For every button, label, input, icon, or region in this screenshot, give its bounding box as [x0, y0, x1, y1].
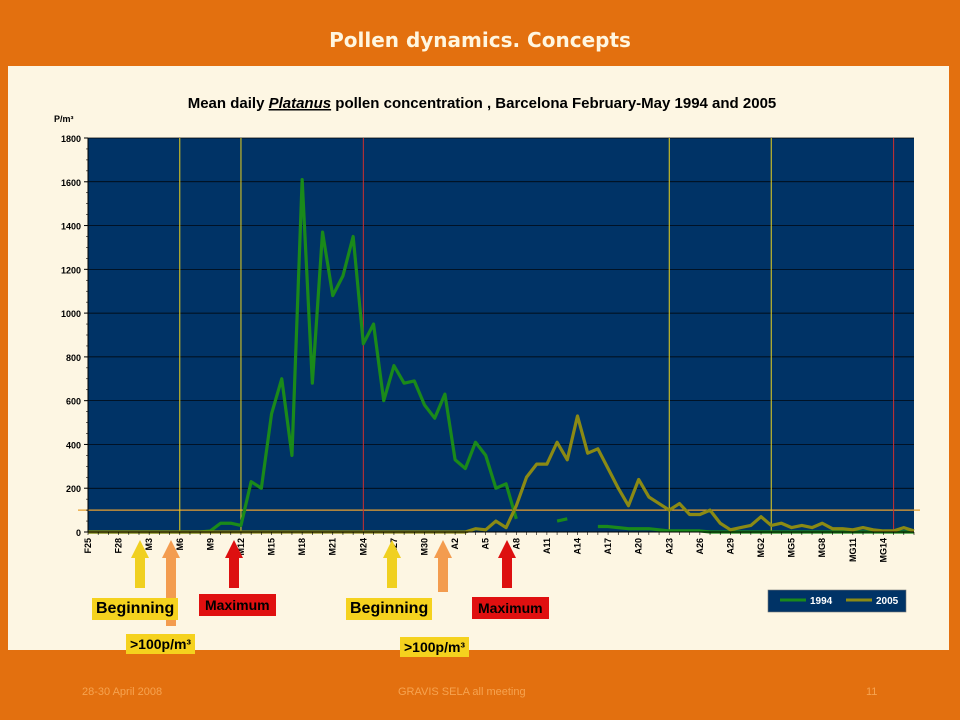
x-tick-label: M9	[205, 538, 215, 551]
y-tick-label: 400	[66, 440, 81, 450]
x-tick-label: MG5	[787, 538, 797, 558]
x-tick-label: M30	[420, 538, 430, 556]
x-tick-label: A5	[481, 538, 491, 550]
x-tick-label: A11	[542, 538, 552, 554]
footer-page-number: 11	[866, 686, 878, 698]
legend-label-2005: 2005	[876, 596, 899, 607]
legend-box	[767, 589, 907, 613]
x-tick-label: M21	[328, 538, 338, 556]
x-tick-label: A29	[725, 538, 735, 555]
legend-label-1994: 1994	[810, 596, 833, 607]
label-maximum-1: Maximum	[199, 594, 276, 616]
y-tick-label: 1400	[61, 222, 81, 232]
chart-title-post: pollen concentration , Barcelona Februar…	[331, 95, 776, 112]
chart: Mean daily Platanus pollen concentration…	[54, 95, 920, 613]
chart-title-italic: Platanus	[269, 95, 332, 112]
label-beginning-2: Beginning	[346, 598, 433, 620]
x-tick-label: A26	[695, 538, 705, 555]
label-threshold-2: >100p/m³	[400, 637, 470, 657]
chart-title: Mean daily Platanus pollen concentration…	[188, 95, 777, 112]
footer-meeting: GRAVIS SELA all meeting	[398, 686, 526, 698]
y-axis-label: P/m³	[54, 114, 74, 124]
label-maximum-2: Maximum	[472, 597, 549, 619]
label-beginning-1: Beginning	[92, 598, 179, 620]
x-tick-label: F28	[114, 538, 124, 554]
y-tick-label: 1800	[61, 134, 81, 144]
y-tick-label: 1000	[61, 309, 81, 319]
x-tick-label: A23	[664, 538, 674, 555]
y-tick-label: 1200	[61, 265, 81, 275]
x-tick-label: M15	[267, 538, 277, 556]
x-tick-label: MG14	[878, 538, 888, 563]
footer-date: 28-30 April 2008	[82, 686, 163, 698]
x-tick-label: MG8	[817, 538, 827, 558]
legend: 1994 2005	[767, 589, 907, 613]
x-tick-label: M27	[389, 538, 399, 556]
x-tick-label: A14	[572, 538, 582, 555]
y-tick-label: 600	[66, 397, 81, 407]
x-tick-label: A2	[450, 538, 460, 550]
y-tick-label: 800	[66, 353, 81, 363]
x-tick-label: M12	[236, 538, 246, 556]
label-threshold-1: >100p/m³	[126, 634, 196, 654]
y-tick-label: 1600	[61, 178, 81, 188]
x-tick-label: MG11	[848, 538, 858, 562]
x-tick-label: M18	[297, 538, 307, 556]
chart-title-pre: Mean daily	[188, 95, 269, 112]
x-tick-label: M3	[144, 538, 154, 551]
y-tick-label: 0	[76, 528, 81, 538]
x-tick-label: M6	[175, 538, 185, 551]
x-tick-label: M24	[358, 538, 368, 556]
x-tick-label: MG2	[756, 538, 766, 558]
y-tick-label: 200	[66, 484, 81, 494]
x-tick-label: A20	[634, 538, 644, 555]
plot-area	[88, 138, 914, 532]
x-tick-label: F25	[83, 538, 93, 554]
slide-title: Pollen dynamics. Concepts	[329, 28, 631, 52]
x-tick-label: A17	[603, 538, 613, 555]
x-tick-label: A8	[511, 538, 521, 550]
